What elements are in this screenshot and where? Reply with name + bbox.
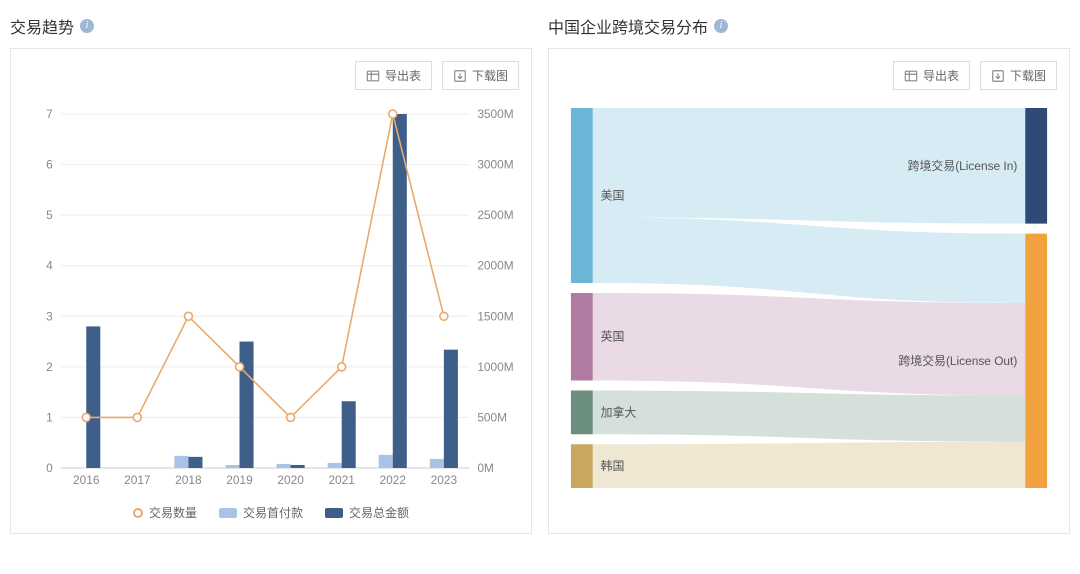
export-table-button[interactable]: 导出表 bbox=[893, 61, 970, 90]
table-icon bbox=[904, 69, 918, 83]
trend-chart: 0 1 2 3 4 5 6 7 0M 500M 1000M 1500M 2000M 2500M 3000M 3… bbox=[23, 98, 519, 498]
download-chart-button[interactable]: 下载图 bbox=[980, 61, 1057, 90]
legend-label-count: 交易数量 bbox=[149, 504, 197, 521]
svg-text:2019: 2019 bbox=[226, 473, 253, 487]
svg-text:3500M: 3500M bbox=[477, 107, 513, 121]
legend-label-upfront: 交易首付款 bbox=[243, 504, 303, 521]
legend-swatch-count bbox=[133, 508, 143, 518]
svg-text:2018: 2018 bbox=[175, 473, 202, 487]
svg-text:2000M: 2000M bbox=[477, 259, 513, 273]
panel-sankey-body: 导出表 下载图 美国英国加拿大韩国 跨境交易(License In) 跨境交易(Li… bbox=[548, 48, 1070, 534]
panel-trend: 交易趋势 i 导出表 下载图 0 1 2 3 4 5 6 7 0M 500M bbox=[10, 10, 532, 534]
trend-legend: 交易数量 交易首付款 交易总金额 bbox=[23, 498, 519, 521]
svg-text:2017: 2017 bbox=[124, 473, 151, 487]
svg-text:1000M: 1000M bbox=[477, 360, 513, 374]
info-icon[interactable]: i bbox=[714, 19, 728, 33]
svg-text:2500M: 2500M bbox=[477, 208, 513, 222]
panel-sankey-toolbar: 导出表 下载图 bbox=[561, 61, 1057, 90]
svg-text:跨境交易(License Out): 跨境交易(License Out) bbox=[898, 353, 1017, 368]
download-chart-button[interactable]: 下载图 bbox=[442, 61, 519, 90]
info-icon[interactable]: i bbox=[80, 19, 94, 33]
panel-trend-title: 交易趋势 bbox=[10, 14, 74, 38]
svg-text:2022: 2022 bbox=[380, 473, 407, 487]
svg-text:2016: 2016 bbox=[73, 473, 100, 487]
svg-text:加拿大: 加拿大 bbox=[601, 404, 637, 419]
svg-text:英国: 英国 bbox=[601, 330, 625, 344]
table-icon bbox=[366, 69, 380, 83]
panel-sankey: 中国企业跨境交易分布 i 导出表 下载图 美国英国加拿大韩 bbox=[548, 10, 1070, 534]
download-chart-label: 下载图 bbox=[1010, 67, 1046, 84]
svg-text:0: 0 bbox=[46, 461, 53, 475]
svg-text:500M: 500M bbox=[477, 410, 507, 424]
svg-text:1500M: 1500M bbox=[477, 309, 513, 323]
legend-item-count: 交易数量 bbox=[133, 504, 197, 521]
svg-text:7: 7 bbox=[46, 107, 53, 121]
svg-text:韩国: 韩国 bbox=[601, 458, 625, 473]
export-table-label: 导出表 bbox=[385, 67, 421, 84]
svg-text:0M: 0M bbox=[477, 461, 494, 475]
svg-text:6: 6 bbox=[46, 158, 53, 172]
download-icon bbox=[453, 69, 467, 83]
panel-trend-header: 交易趋势 i bbox=[10, 10, 532, 48]
svg-text:美国: 美国 bbox=[601, 188, 625, 202]
svg-text:跨境交易(License In): 跨境交易(License In) bbox=[908, 158, 1018, 173]
panel-sankey-title: 中国企业跨境交易分布 bbox=[548, 14, 708, 38]
svg-text:5: 5 bbox=[46, 208, 53, 222]
svg-text:2023: 2023 bbox=[431, 473, 458, 487]
dashboard: 交易趋势 i 导出表 下载图 0 1 2 3 4 5 6 7 0M 500M bbox=[10, 10, 1070, 534]
svg-text:2020: 2020 bbox=[277, 473, 304, 487]
svg-text:1: 1 bbox=[46, 410, 53, 424]
legend-item-upfront: 交易首付款 bbox=[219, 504, 303, 521]
panel-trend-body: 导出表 下载图 0 1 2 3 4 5 6 7 0M 500M 1000M 1500M 2000M 250… bbox=[10, 48, 532, 534]
legend-swatch-total bbox=[325, 508, 343, 518]
export-table-label: 导出表 bbox=[923, 67, 959, 84]
svg-text:2021: 2021 bbox=[328, 473, 355, 487]
svg-text:3: 3 bbox=[46, 309, 53, 323]
panel-trend-toolbar: 导出表 下载图 bbox=[23, 61, 519, 90]
svg-text:2: 2 bbox=[46, 360, 53, 374]
svg-text:4: 4 bbox=[46, 259, 53, 273]
legend-swatch-upfront bbox=[219, 508, 237, 518]
legend-item-total: 交易总金额 bbox=[325, 504, 409, 521]
panel-sankey-header: 中国企业跨境交易分布 i bbox=[548, 10, 1070, 48]
download-chart-label: 下载图 bbox=[472, 67, 508, 84]
sankey-chart: 美国英国加拿大韩国 跨境交易(License In) 跨境交易(License Ou… bbox=[561, 98, 1057, 498]
export-table-button[interactable]: 导出表 bbox=[355, 61, 432, 90]
svg-text:3000M: 3000M bbox=[477, 158, 513, 172]
download-icon bbox=[991, 69, 1005, 83]
legend-label-total: 交易总金额 bbox=[349, 504, 409, 521]
